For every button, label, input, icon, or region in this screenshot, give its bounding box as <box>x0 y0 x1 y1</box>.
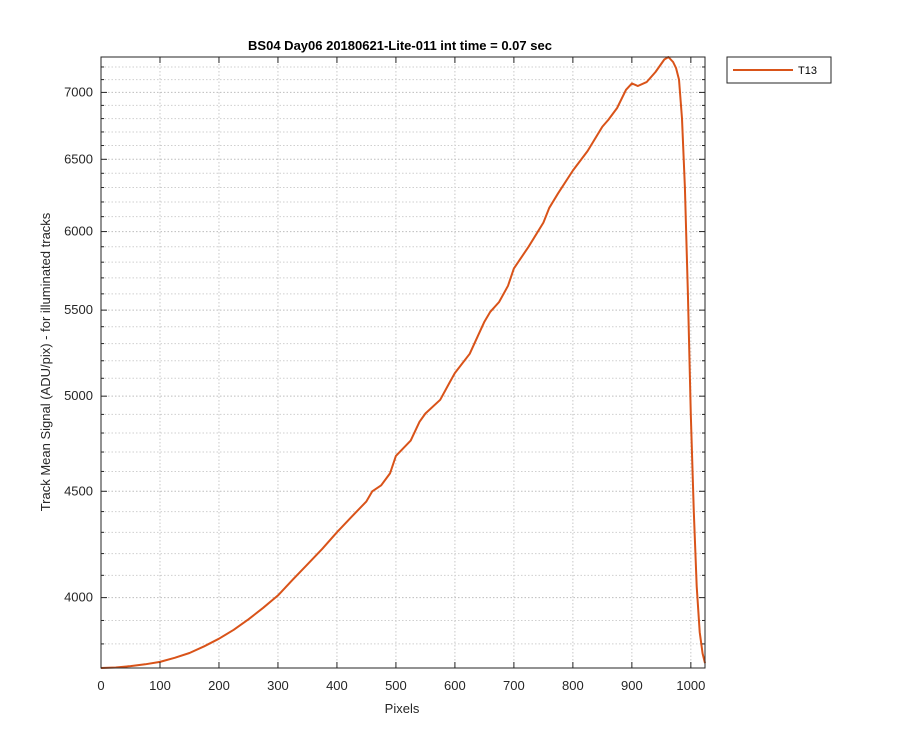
y-tick-label: 5000 <box>64 388 93 403</box>
y-axis-tick-labels: 4000 4500 5000 5500 6000 6500 7000 <box>64 84 93 604</box>
x-tick-label: 500 <box>385 678 407 693</box>
x-axis-tick-labels: 0 100 200 300 400 500 600 700 800 900 1000 <box>97 678 705 693</box>
x-axis-label: Pixels <box>385 701 420 716</box>
legend-entry-t13: T13 <box>798 65 817 77</box>
series-layer <box>100 56 706 669</box>
x-tick-label: 300 <box>267 678 289 693</box>
x-tick-label: 400 <box>326 678 348 693</box>
x-tick-label: 200 <box>208 678 230 693</box>
x-tick-label: 0 <box>97 678 104 693</box>
y-tick-label: 6500 <box>64 151 93 166</box>
y-tick-label: 6000 <box>64 224 93 239</box>
x-tick-label: 100 <box>149 678 171 693</box>
x-tick-label: 800 <box>562 678 584 693</box>
plot-area-frame <box>100 56 706 669</box>
x-tick-label: 900 <box>621 678 643 693</box>
series-line-t13 <box>100 56 706 669</box>
x-tick-label: 600 <box>444 678 466 693</box>
y-tick-label: 5500 <box>64 302 93 317</box>
y-tick-label: 4000 <box>64 590 93 605</box>
x-tick-label: 1000 <box>676 678 705 693</box>
y-tick-label: 4500 <box>64 483 93 498</box>
y-axis-label: Track Mean Signal (ADU/pix) - for illumi… <box>38 212 53 511</box>
y-tick-label: 7000 <box>64 84 93 99</box>
grid <box>100 57 705 669</box>
chart-title: BS04 Day06 20180621-Lite-011 int time = … <box>248 38 552 53</box>
x-tick-label: 700 <box>503 678 525 693</box>
ticks <box>100 57 705 669</box>
legend: T13 <box>726 56 832 84</box>
